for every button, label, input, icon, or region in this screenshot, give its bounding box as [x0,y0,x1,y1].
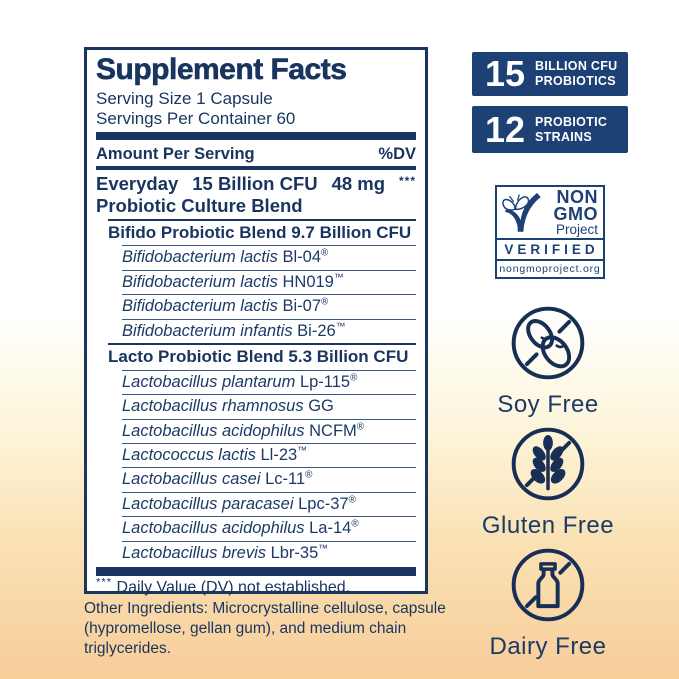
divider-bar-thick [96,132,416,141]
other-ingredients-text: Other Ingredients: Microcrystalline cell… [84,600,446,658]
dairy-free-icon [511,548,585,622]
blend-header-row: Lacto Probiotic Blend 5.3 Billion CFU [108,343,416,369]
strain-row: Bifidobacterium lactis Bl-04® [122,245,416,269]
seal-url: nongmoproject.org [497,259,603,277]
dv-footnote: *** Daily Value (DV) not established. [96,576,416,600]
blend-amount: 15 Billion CFU [192,173,318,195]
serving-size: Serving Size 1 Capsule [96,88,273,108]
strain-row: Lactobacillus plantarum Lp-115® [122,369,416,394]
badge-text: PROBIOTIC STRAINS [535,115,607,145]
strain-row: Lactobacillus acidophilus NCFM® [122,418,416,443]
strain-table: Bifido Probiotic Blend 9.7 Billion CFU Bi… [96,218,416,565]
blend-name-line1: Everyday [96,173,179,195]
divider-bar-mid [96,166,416,171]
seal-project: Project [555,222,598,238]
claim-soy-free: Soy Free [478,299,618,419]
footnote-stars: *** [96,577,113,590]
soy-free-icon [511,306,585,380]
footnote-text: Daily Value (DV) not established. [116,579,351,597]
claim-dairy-free: Dairy Free [478,541,618,661]
badge-line1: PROBIOTIC [535,114,608,129]
seal-verified: VERIFIED [497,238,603,259]
badge-number: 12 [485,108,526,150]
badge-12-strains: 12 PROBIOTIC STRAINS [472,106,628,153]
badge-15-billion-cfu: 15 BILLION CFU PROBIOTICS [472,52,628,96]
seal-non: NON [556,187,598,207]
panel-title: Supplement Facts [96,53,347,86]
non-gmo-project-verified-seal: NON GMO Project VERIFIED nongmoproject.o… [495,185,605,280]
non-gmo-butterfly-icon [502,193,541,232]
servings-per-container: Servings Per Container 60 [96,108,296,128]
strain-row: Bifidobacterium lactis HN019™ [122,269,416,294]
strain-row: Lactococcus lactis Ll-23™ [122,443,416,467]
amount-per-serving-header: Amount Per Serving [96,145,255,164]
badge-text: BILLION CFU PROBIOTICS [535,59,617,89]
badge-line1: BILLION CFU [535,59,618,74]
claim-label: Soy Free [497,391,599,418]
blend-dv-stars: *** [398,174,416,189]
blend-header-row: Bifido Probiotic Blend 9.7 Billion CFU [108,218,416,245]
claim-gluten-free: Gluten Free [478,420,618,540]
percent-dv-header: %DV [378,145,416,164]
blend-name-line2: Probiotic Culture Blend [96,195,303,217]
divider-bar-footnote [96,567,416,577]
strain-row: Lactobacillus casei Lc-11® [122,467,416,491]
strain-row: Bifidobacterium infantis Bi-26™ [122,318,416,343]
badge-line2: PROBIOTICS [535,74,616,88]
strain-row: Lactobacillus paracasei Lpc-37® [122,491,416,516]
strain-row: Lactobacillus acidophilus La-14® [122,516,416,540]
badge-line2: STRAINS [535,129,593,144]
strain-row: Lactobacillus rhamnosus GG [122,394,416,418]
badge-number: 15 [485,53,526,94]
supplement-facts-panel: Supplement Facts Serving Size 1 Capsule … [84,47,428,596]
blend-weight: 48 mg [331,173,386,195]
strain-row: Bifidobacterium lactis Bi-07® [122,294,416,318]
seal-gmo: GMO [553,204,598,225]
strain-row: Lactobacillus brevis Lbr-35™ [122,540,416,565]
main-ingredient-row: Everyday 15 Billion CFU 48 mg *** Probio… [96,170,416,219]
claim-label: Gluten Free [481,512,615,539]
gluten-free-icon [511,427,585,501]
claim-label: Dairy Free [489,633,607,660]
